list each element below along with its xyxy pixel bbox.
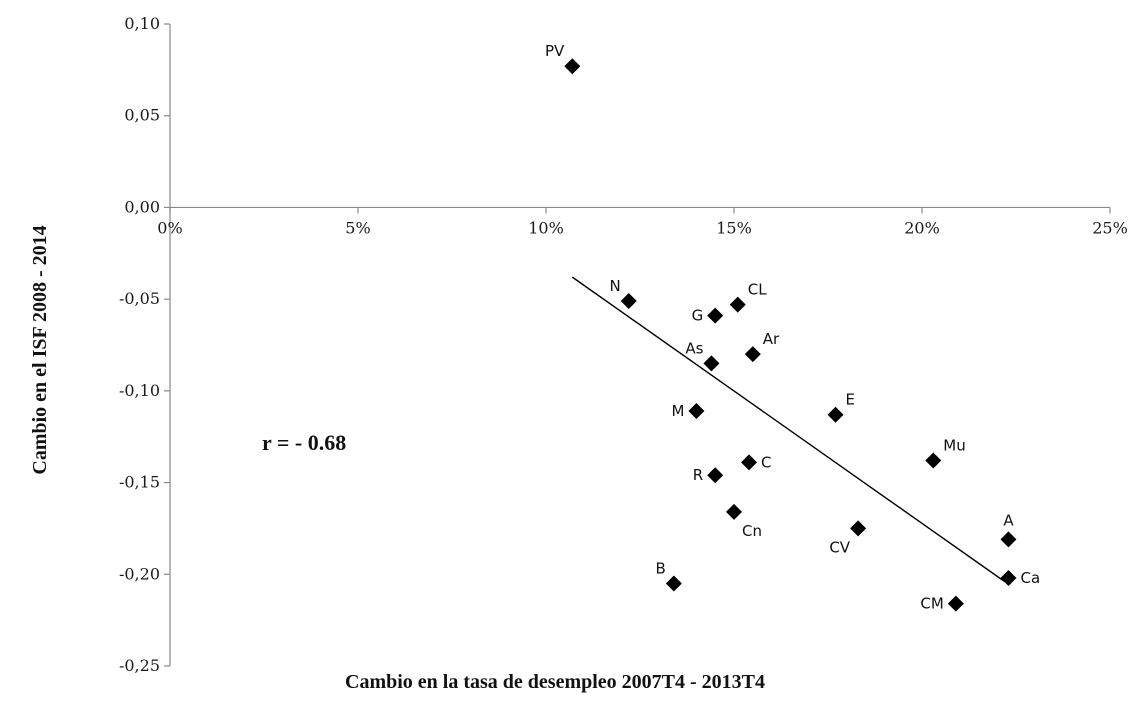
x-tick-label: 0% — [157, 218, 182, 237]
point-label: R — [693, 466, 703, 484]
data-point — [729, 296, 746, 313]
data-point — [707, 307, 724, 324]
point-label: As — [685, 339, 703, 357]
data-point — [703, 355, 720, 372]
plot-area: 0,10 0,05 0,00 -0,05 -0,10 -0,15 -0,20 -0,25 0% 5… — [119, 14, 1128, 675]
data-point — [744, 346, 761, 363]
trendline — [571, 276, 1006, 583]
point-label: CM — [920, 595, 943, 613]
y-tick-label: -0,20 — [119, 564, 160, 583]
data-point — [741, 454, 758, 471]
data-point — [726, 503, 742, 520]
data-point — [707, 467, 724, 484]
y-tick-label: 0,10 — [124, 14, 160, 33]
point-label: Mu — [943, 437, 965, 455]
y-tick-label: -0,25 — [119, 656, 160, 675]
point-label: E — [846, 391, 855, 409]
point-label: PV — [545, 42, 565, 60]
x-tick-label: 5% — [345, 218, 370, 237]
x-axis-title: Cambio en la tasa de desempleo 2007T4 - … — [345, 671, 765, 693]
x-tick-label: 15% — [716, 218, 752, 237]
data-point — [564, 58, 581, 75]
point-label: G — [692, 307, 704, 325]
x-tick-label: 25% — [1092, 218, 1128, 237]
y-tick-label: 0,00 — [124, 197, 160, 216]
point-label: Ca — [1020, 569, 1040, 587]
point-label: C — [761, 453, 771, 471]
y-tick-label: 0,05 — [124, 106, 160, 125]
data-point — [688, 403, 705, 420]
data-point — [1000, 531, 1017, 548]
correlation-annotation: r = - 0.68 — [262, 430, 346, 455]
x-tick-label: 20% — [904, 218, 940, 237]
point-label: M — [671, 402, 684, 420]
point-label: A — [1003, 511, 1014, 529]
point-label: CL — [748, 281, 767, 299]
point-label: CV — [829, 538, 850, 556]
point-label: Ar — [763, 330, 780, 348]
point-label: N — [609, 277, 620, 295]
data-point — [850, 520, 867, 537]
data-point — [947, 595, 964, 612]
point-label: Cn — [742, 522, 762, 540]
data-point — [1000, 569, 1017, 586]
data-point — [925, 452, 942, 469]
data-point — [620, 292, 637, 309]
y-tick-label: -0,05 — [119, 289, 160, 308]
point-label: B — [656, 559, 666, 577]
y-tick-label: -0,10 — [119, 381, 160, 400]
y-tick-label: -0,15 — [119, 473, 160, 492]
x-tick-label: 10% — [528, 218, 564, 237]
y-axis-title: Cambio en el ISF 2008 - 2014 — [29, 225, 51, 474]
data-point — [665, 575, 682, 592]
data-point — [827, 406, 844, 423]
